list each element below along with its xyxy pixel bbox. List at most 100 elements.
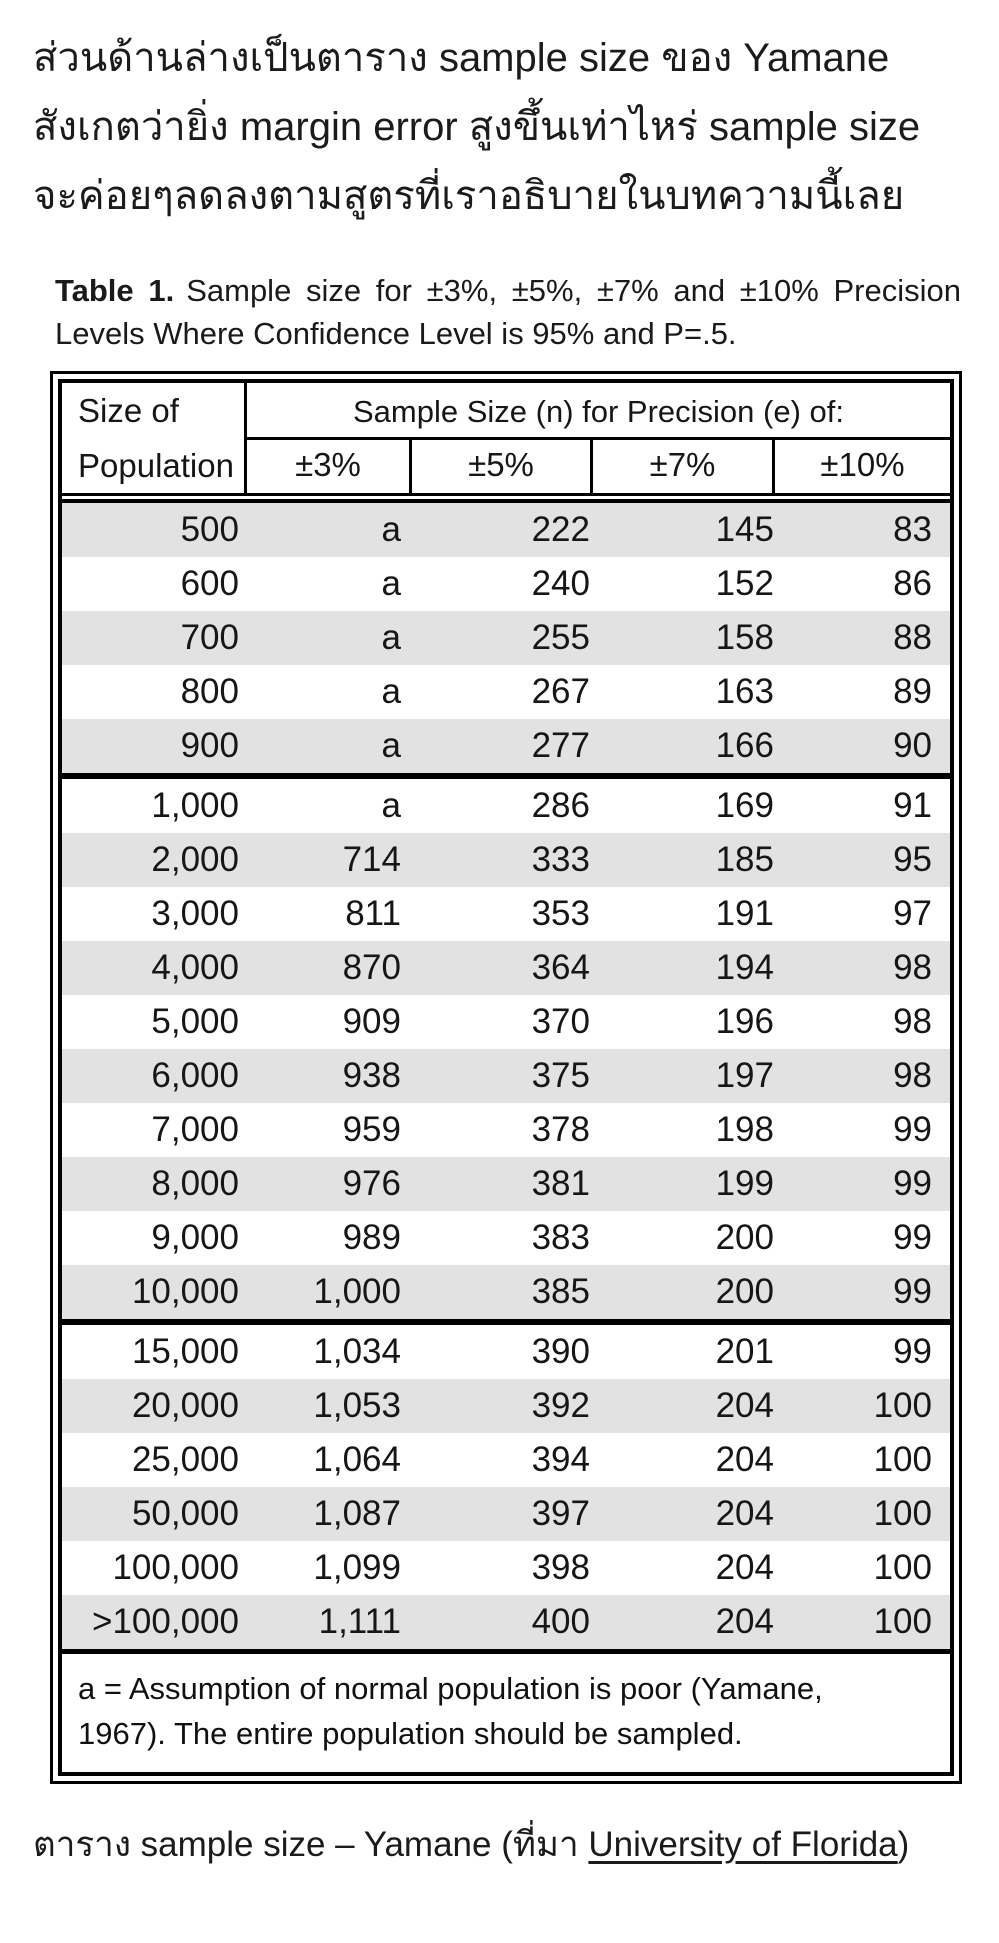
table-row: 50,000 1,087 397 204 100 xyxy=(62,1487,950,1541)
footnote-line: a = Assumption of normal population is p… xyxy=(78,1671,823,1706)
sample-size-cell: 196 xyxy=(715,1002,774,1041)
population-size-cell: >100,000 xyxy=(92,1602,239,1641)
sample-size-cell: 1,087 xyxy=(313,1494,401,1533)
header-cell-10pct: ±10% xyxy=(820,446,905,483)
sample-size-cell: 199 xyxy=(715,1164,774,1203)
sample-size-cell: 989 xyxy=(342,1218,401,1257)
header-col1-line1: Size of xyxy=(78,391,179,429)
footnote-line: 1967). The entire population should be s… xyxy=(78,1716,743,1751)
sample-size-cell: 255 xyxy=(531,618,590,657)
population-size-cell: 6,000 xyxy=(151,1056,239,1095)
sample-size-cell: 277 xyxy=(531,726,590,765)
sample-size-cell: 375 xyxy=(531,1056,590,1095)
sample-size-cell: 99 xyxy=(893,1164,932,1203)
sample-size-cell: 100 xyxy=(873,1494,932,1533)
sample-size-cell: 198 xyxy=(715,1110,774,1149)
population-size-cell: 800 xyxy=(180,672,239,711)
sample-size-cell: a xyxy=(381,510,401,549)
sample-size-cell: 99 xyxy=(893,1110,932,1149)
sample-size-cell: 145 xyxy=(715,510,774,549)
sample-size-cell: 83 xyxy=(893,510,932,549)
sample-size-table: Size of Population Sample Size (n) for P… xyxy=(50,371,962,1784)
sample-size-cell: 99 xyxy=(893,1332,932,1371)
sample-size-cell: 333 xyxy=(531,840,590,879)
table-row: 900 a 277 166 90 xyxy=(62,719,950,773)
sample-size-cell: 98 xyxy=(893,948,932,987)
sample-size-cell: 98 xyxy=(893,1056,932,1095)
sample-size-cell: 1,111 xyxy=(318,1602,401,1641)
population-size-cell: 700 xyxy=(180,618,239,657)
table-row: 500 a 222 145 83 xyxy=(62,503,950,557)
sample-size-cell: 397 xyxy=(531,1494,590,1533)
sample-size-cell: 870 xyxy=(342,948,401,987)
population-size-cell: 7,000 xyxy=(151,1110,239,1149)
header-col1-line2: Population xyxy=(78,446,234,484)
table-number-label: Table 1. xyxy=(55,273,175,308)
table-title-text: Sample size for ±3%, ±5%, ±7% and ±10% P… xyxy=(55,273,961,351)
sample-size-cell: 86 xyxy=(893,564,932,603)
sample-size-cell: 99 xyxy=(893,1218,932,1257)
row-group-3: 15,000 1,034 390 201 99 20,000 1,053 392 204 100 2… xyxy=(62,1319,950,1649)
sample-size-cell: 383 xyxy=(531,1218,590,1257)
sample-size-cell: 353 xyxy=(531,894,590,933)
sample-size-cell: 95 xyxy=(893,840,932,879)
sample-size-cell: 959 xyxy=(342,1110,401,1149)
sample-size-cell: 938 xyxy=(342,1056,401,1095)
table-row: 5,000 909 370 196 98 xyxy=(62,995,950,1049)
population-size-cell: 9,000 xyxy=(151,1218,239,1257)
sample-size-cell: 370 xyxy=(531,1002,590,1041)
header-cell-3pct: ±3% xyxy=(247,440,412,493)
sample-size-cell: 97 xyxy=(893,894,932,933)
sample-size-cell: 89 xyxy=(893,672,932,711)
table-footnote: a = Assumption of normal population is p… xyxy=(62,1654,950,1772)
sample-size-cell: 88 xyxy=(893,618,932,657)
table-row: 1,000 a 286 169 91 xyxy=(62,779,950,833)
table-row: 100,000 1,099 398 204 100 xyxy=(62,1541,950,1595)
population-size-cell: 8,000 xyxy=(151,1164,239,1203)
header-cell-5pct: ±5% xyxy=(412,440,593,493)
table-row: 6,000 938 375 197 98 xyxy=(62,1049,950,1103)
table-row: 3,000 811 353 191 97 xyxy=(62,887,950,941)
sample-size-cell: a xyxy=(381,564,401,603)
population-size-cell: 50,000 xyxy=(131,1494,239,1533)
sample-size-cell: 394 xyxy=(531,1440,590,1479)
sample-size-cell: 204 xyxy=(715,1602,774,1641)
header-group-title: Sample Size (n) for Precision (e) of: xyxy=(247,383,950,440)
sample-size-cell: 714 xyxy=(342,840,401,879)
table-row: 8,000 976 381 199 99 xyxy=(62,1157,950,1211)
sample-size-cell: 100 xyxy=(873,1386,932,1425)
population-size-cell: 20,000 xyxy=(131,1386,239,1425)
sample-size-cell: 1,000 xyxy=(313,1272,401,1311)
sample-size-cell: 976 xyxy=(342,1164,401,1203)
sample-size-cell: 909 xyxy=(342,1002,401,1041)
sample-size-cell: 100 xyxy=(873,1440,932,1479)
sample-size-cell: 152 xyxy=(715,564,774,603)
sample-size-cell: 91 xyxy=(893,786,932,825)
sample-size-cell: a xyxy=(381,726,401,765)
sample-size-cell: a xyxy=(381,672,401,711)
population-size-cell: 4,000 xyxy=(151,948,239,987)
sample-size-cell: 222 xyxy=(531,510,590,549)
sample-size-cell: 385 xyxy=(531,1272,590,1311)
caption-source-link[interactable]: University of Florida xyxy=(588,1825,898,1864)
sample-size-cell: 1,034 xyxy=(313,1332,401,1371)
sample-size-cell: 204 xyxy=(715,1386,774,1425)
sample-size-cell: 1,099 xyxy=(313,1548,401,1587)
table-row: >100,000 1,111 400 204 100 xyxy=(62,1595,950,1649)
table-row: 800 a 267 163 89 xyxy=(62,665,950,719)
population-size-cell: 1,000 xyxy=(151,786,239,825)
header-precision-row: ±3% ±5% ±7% ±10% xyxy=(247,440,950,493)
sample-size-cell: 364 xyxy=(531,948,590,987)
sample-size-cell: 100 xyxy=(873,1548,932,1587)
image-caption: ตาราง sample size – Yamane (ที่มา Univer… xyxy=(33,1820,979,1870)
population-size-cell: 100,000 xyxy=(112,1548,239,1587)
sample-size-cell: 240 xyxy=(531,564,590,603)
table-row: 4,000 870 364 194 98 xyxy=(62,941,950,995)
header-cell-population: Size of Population xyxy=(62,383,247,493)
population-size-cell: 900 xyxy=(180,726,239,765)
intro-line: ส่วนด้านล่างเป็นตาราง sample size ของ Ya… xyxy=(33,36,890,80)
sample-size-cell: 197 xyxy=(715,1056,774,1095)
sample-size-cell: 194 xyxy=(715,948,774,987)
sample-size-cell: 390 xyxy=(531,1332,590,1371)
sample-size-cell: 204 xyxy=(715,1548,774,1587)
